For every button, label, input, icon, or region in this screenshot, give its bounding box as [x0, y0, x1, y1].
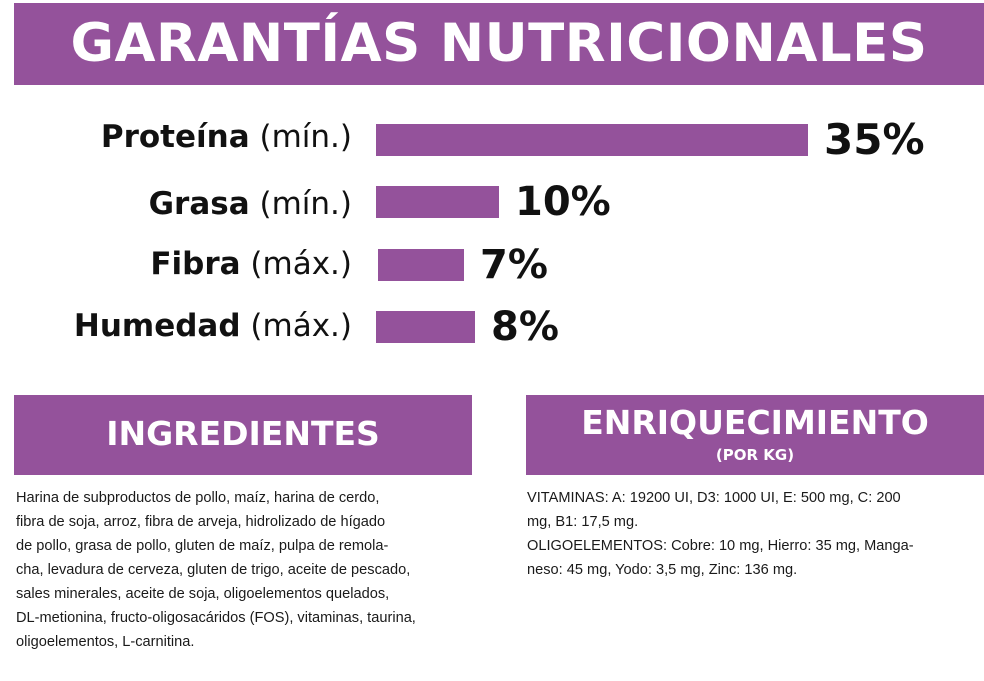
enrichment-text: VITAMINAS: A: 19200 UI, D3: 1000 UI, E: … — [527, 486, 984, 582]
ingredients-line: DL-metionina, fructo-oligosacáridos (FOS… — [16, 610, 416, 626]
nutrient-qualifier: (mín.) — [259, 119, 352, 155]
nutrient-name: Proteína — [100, 119, 250, 155]
trace-elements-line: OLIGOELEMENTOS: Cobre: 10 mg, Hierro: 35… — [527, 538, 914, 554]
ingredients-text: Harina de subproductos de pollo, maíz, h… — [16, 486, 474, 654]
nutrient-percentage: 10% — [515, 179, 611, 225]
ingredients-heading: INGREDIENTES — [106, 414, 380, 453]
nutrient-label: Grasa (mín.) — [149, 184, 352, 224]
ingredients-banner: INGREDIENTES — [14, 395, 472, 475]
nutrient-bar — [378, 249, 464, 281]
nutrient-label: Fibra (máx.) — [150, 244, 352, 284]
ingredients-line: sales minerales, aceite de soja, oligoel… — [16, 586, 390, 602]
nutrient-bar — [376, 186, 499, 218]
nutrient-percentage: 35% — [824, 115, 925, 164]
page-title: GARANTÍAS NUTRICIONALES — [70, 13, 928, 74]
nutrient-percentage: 7% — [480, 242, 548, 288]
enrichment-banner: ENRIQUECIMIENTO (POR KG) — [526, 395, 984, 475]
ingredients-line: de pollo, grasa de pollo, gluten de maíz… — [16, 538, 389, 554]
enrichment-subheading: (POR KG) — [715, 446, 795, 464]
vitamins-line-continued: mg, B1: 17,5 mg. — [527, 514, 639, 530]
nutrient-label: Humedad (máx.) — [74, 306, 352, 346]
enrichment-heading: ENRIQUECIMIENTO — [581, 403, 929, 442]
ingredients-line: cha, levadura de cerveza, gluten de trig… — [16, 562, 411, 578]
ingredients-line: oligoelementos, L-carnitina. — [16, 634, 195, 650]
nutrient-qualifier: (máx.) — [250, 246, 352, 282]
ingredients-line: fibra de soja, arroz, fibra de arveja, h… — [16, 514, 386, 530]
nutrient-label: Proteína (mín.) — [101, 117, 352, 157]
trace-elements-line-continued: neso: 45 mg, Yodo: 3,5 mg, Zinc: 136 mg. — [527, 562, 798, 578]
nutrient-percentage: 8% — [491, 304, 559, 350]
vitamins-line: VITAMINAS: A: 19200 UI, D3: 1000 UI, E: … — [527, 490, 901, 506]
nutrient-name: Fibra — [150, 246, 241, 282]
nutrient-name: Grasa — [148, 186, 250, 222]
nutrient-bar — [376, 124, 808, 156]
nutrient-bar — [376, 311, 475, 343]
nutrient-name: Humedad — [73, 308, 241, 344]
title-banner: GARANTÍAS NUTRICIONALES — [14, 3, 984, 85]
ingredients-line: Harina de subproductos de pollo, maíz, h… — [16, 490, 380, 506]
nutrient-qualifier: (mín.) — [259, 186, 352, 222]
nutrient-qualifier: (máx.) — [250, 308, 352, 344]
